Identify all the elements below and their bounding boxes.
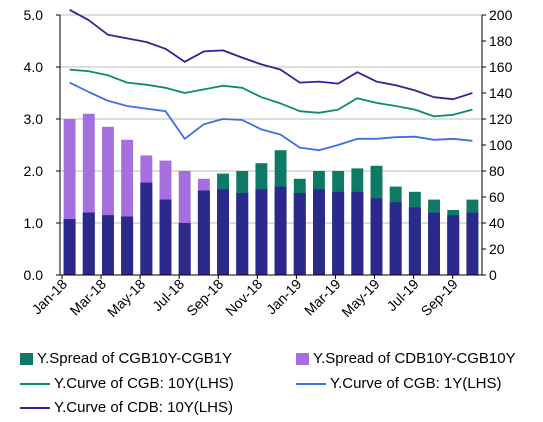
x-tick-label: Sep-19 (418, 276, 461, 319)
bar-overlap (447, 215, 460, 275)
left-tick-label: 4.0 (24, 59, 44, 75)
legend-item-cdb-spread: Y.Spread of CDB10Y-CGB10Y (296, 350, 516, 367)
bar-overlap (255, 189, 268, 275)
x-tick-label: Mar-18 (67, 276, 110, 319)
bar-overlap (389, 202, 402, 275)
x-tick-label: Jul-18 (149, 276, 187, 314)
right-tick-label: 180 (489, 33, 513, 49)
legend-swatch-cdb-10y (20, 406, 50, 409)
right-tick-label: 120 (489, 111, 513, 127)
bar-overlap (428, 212, 440, 275)
x-tick-label: Sep-18 (183, 276, 226, 319)
bar-cdb-spread (102, 126, 114, 275)
legend-swatch-cdb-spread (296, 352, 309, 365)
x-tick-label: Jan-19 (263, 276, 305, 318)
legend-item-cgb-1y: Y.Curve of CGB: 1Y(LHS) (296, 375, 501, 392)
left-tick-label: 1.0 (24, 215, 44, 231)
line-cgb-1y (69, 81, 473, 152)
x-tick-label: Nov-18 (222, 276, 265, 319)
legend-swatch-cgb-spread (20, 352, 33, 365)
bar-overlap (293, 193, 306, 275)
legend-swatch-cgb-10y (20, 382, 50, 385)
bar-cdb-spread (63, 119, 76, 275)
bar-overlap (159, 199, 172, 275)
line-cgb-10y (69, 68, 473, 118)
x-tick-label: May-18 (104, 276, 148, 320)
left-tick-label: 5.0 (24, 7, 44, 23)
right-tick-label: 40 (489, 215, 505, 231)
bar-overlap (197, 190, 210, 275)
right-tick-label: 140 (489, 85, 513, 101)
left-tick-label: 0.0 (24, 267, 44, 283)
legend: Y.Spread of CGB10Y-CGB1Y Y.Spread of CDB… (20, 344, 540, 422)
bar-overlap (236, 193, 249, 275)
bar-overlap (63, 219, 76, 275)
legend-label-cdb-10y: Y.Curve of CDB: 10Y(LHS) (54, 399, 233, 416)
x-tick-label: Jul-19 (383, 276, 421, 314)
bar-overlap (332, 191, 345, 275)
bar-overlap (274, 186, 287, 275)
right-tick-label: 60 (489, 189, 505, 205)
bar-overlap (121, 216, 134, 275)
right-tick-label: 200 (489, 7, 513, 23)
right-tick-label: 100 (489, 137, 513, 153)
right-tick-label: 160 (489, 59, 513, 75)
bar-overlap (408, 207, 421, 275)
bar-cdb-spread (121, 139, 134, 275)
right-tick-label: 0 (489, 267, 497, 283)
x-tick-label: Mar-19 (301, 276, 344, 319)
bar-overlap (217, 189, 229, 275)
legend-item-cdb-10y: Y.Curve of CDB: 10Y(LHS) (20, 399, 233, 416)
line-series (69, 9, 473, 152)
legend-label-cgb-spread: Y.Spread of CGB10Y-CGB1Y (37, 350, 233, 367)
bar-overlap (82, 212, 95, 275)
legend-swatch-cgb-1y (296, 382, 326, 385)
right-tick-label: 80 (489, 163, 505, 179)
legend-label-cdb-spread: Y.Spread of CDB10Y-CGB10Y (313, 350, 516, 367)
bar-overlap (102, 215, 114, 275)
combo-chart: 0.0 1.0 2.0 3.0 4.0 5.0 0 20 40 60 80 100 120 140 160 1… (24, 7, 513, 320)
bar-cdb-spread (82, 113, 95, 275)
bar-overlap (351, 191, 364, 275)
legend-item-cgb-10y: Y.Curve of CGB: 10Y(LHS) (20, 375, 234, 392)
x-tick-label: May-19 (338, 276, 382, 320)
legend-label-cgb-1y: Y.Curve of CGB: 1Y(LHS) (330, 375, 502, 392)
right-tick-label: 20 (489, 241, 505, 257)
legend-label-cgb-10y: Y.Curve of CGB: 10Y(LHS) (54, 375, 234, 392)
left-tick-label: 2.0 (24, 163, 44, 179)
bar-overlap (466, 212, 479, 275)
bar-overlap (140, 182, 153, 275)
legend-item-cgb-spread: Y.Spread of CGB10Y-CGB1Y (20, 350, 232, 367)
line-cdb-10y (69, 9, 473, 101)
left-tick-label: 3.0 (24, 111, 44, 127)
bar-overlap (370, 198, 383, 275)
bar-overlap (178, 223, 191, 275)
bar-overlap (313, 189, 325, 275)
bar-series (63, 113, 479, 275)
